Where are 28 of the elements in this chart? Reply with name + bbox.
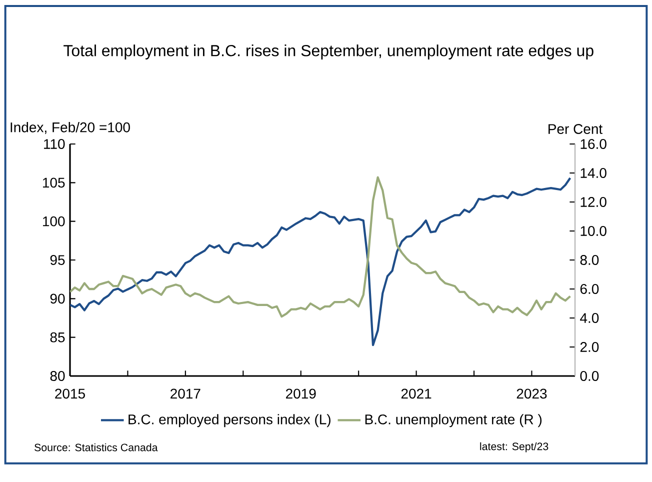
x-tick-label: 2021	[401, 388, 432, 399]
x-tick-label: 2019	[286, 388, 316, 399]
x-tick-label: 2023	[516, 388, 547, 399]
y-tick-label: 100	[43, 216, 65, 226]
text: latest: Sept/23	[480, 442, 548, 452]
y-axis-title: Index, Feb/20 =100	[10, 122, 130, 134]
legend-label: B.C. unemployment rate (R )	[365, 414, 542, 428]
y2-tick-label: 6.0	[580, 284, 599, 294]
y2-tick-label: 14.0	[580, 168, 606, 178]
y-tick-label: 105	[43, 178, 65, 188]
y-tick-label: 85	[50, 332, 65, 342]
source-note: Source: Statistics Canada	[34, 443, 158, 452]
y2-tick-label: 0.0	[580, 371, 599, 381]
x-tick-label: 2017	[170, 388, 200, 399]
y2-tick-label: 16.0	[580, 139, 606, 149]
y2-tick-label: 12.0	[580, 197, 606, 207]
chart-title: Total employment in B.C. rises in September, unemployment rate edges up	[64, 44, 594, 60]
x-tick-label: 2015	[55, 388, 85, 399]
y2-tick-label: 2.0	[580, 342, 599, 352]
y2-tick-label: 4.0	[580, 313, 599, 323]
y-tick-label: 80	[50, 371, 65, 381]
y2-tick-label: 8.0	[580, 255, 599, 265]
legend-label: B.C. employed persons index (L)	[128, 414, 330, 428]
y2-axis-title: Per Cent	[548, 124, 603, 134]
y-tick-label: 90	[50, 294, 65, 304]
y-tick-label: 95	[50, 255, 65, 265]
y2-tick-label: 10.0	[580, 226, 606, 236]
y-tick-label: 110	[44, 139, 65, 149]
